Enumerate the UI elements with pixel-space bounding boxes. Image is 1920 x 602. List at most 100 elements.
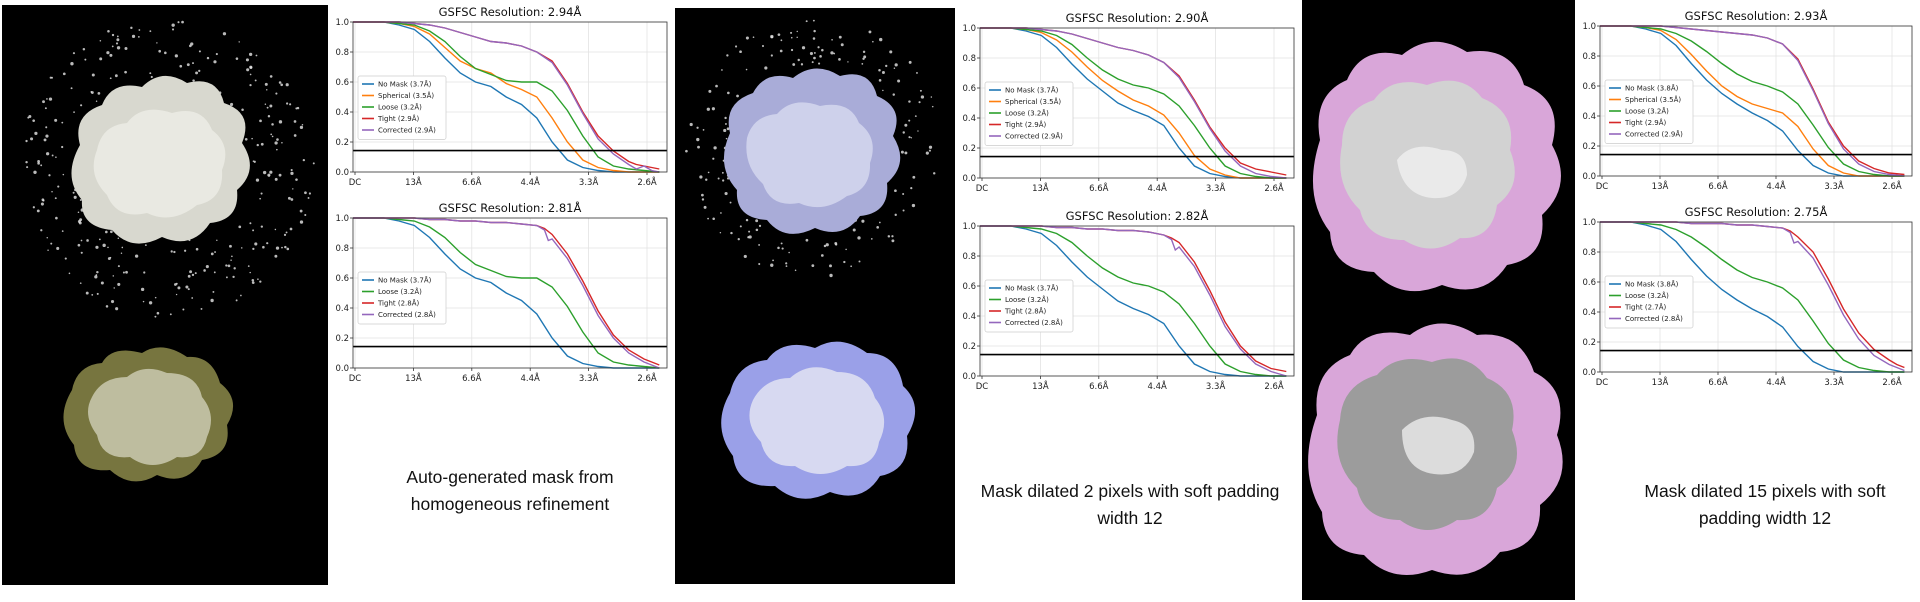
noise-dot [192, 79, 195, 82]
noise-dot [149, 30, 152, 33]
noise-dot [40, 164, 43, 167]
x-tick-label: 3.3Å [1824, 376, 1844, 388]
noise-dot [195, 71, 199, 75]
x-tick-label: 3.3Å [1206, 182, 1226, 194]
noise-dot [755, 219, 759, 223]
noise-dot [212, 290, 215, 293]
noise-dot [299, 209, 303, 213]
y-tick-label: 0.0 [1582, 368, 1596, 378]
noise-dot [171, 28, 175, 31]
x-tick-label: DC [1596, 378, 1609, 388]
noise-dot [72, 191, 75, 194]
noise-dot [251, 279, 255, 282]
noise-dot [171, 23, 175, 27]
noise-dot [777, 33, 781, 37]
legend-label: Spherical (3.5Å) [1625, 95, 1681, 104]
noise-dot [143, 271, 146, 274]
noise-dot [137, 35, 140, 38]
x-tick-label: 4.4Å [521, 176, 541, 188]
noise-dot [227, 264, 231, 268]
y-tick-label: 0.6 [962, 84, 976, 94]
noise-dot [706, 107, 710, 111]
noise-dot [79, 282, 82, 284]
legend-box [357, 271, 447, 325]
x-tick-label: DC [349, 178, 362, 188]
noise-dot [752, 36, 755, 39]
noise-dot [238, 225, 242, 229]
noise-dot [249, 222, 252, 225]
noise-dot [249, 83, 252, 87]
x-tick-label: DC [1596, 182, 1609, 192]
noise-dot [780, 242, 783, 245]
noise-dot [109, 77, 112, 80]
caption-line: width 12 [1097, 508, 1163, 528]
volume-panel-1 [2, 5, 328, 585]
y-tick-label: 0.0 [335, 364, 349, 374]
noise-dot [723, 128, 727, 133]
chart-title: GSFSC Resolution: 2.93Å [1685, 8, 1828, 23]
noise-dot [879, 37, 883, 42]
x-tick-label: 3.3Å [579, 372, 599, 384]
noise-dot [685, 149, 688, 153]
noise-dot [777, 246, 780, 250]
noise-dot [796, 36, 798, 39]
noise-dot [770, 54, 773, 57]
noise-dot [214, 251, 216, 253]
noise-dot [54, 118, 58, 122]
noise-dot [260, 192, 263, 195]
noise-dot [125, 270, 128, 274]
density-bottom-1 [63, 347, 234, 482]
noise-dot [185, 285, 189, 289]
noise-dot [290, 168, 293, 172]
noise-dot [840, 43, 844, 47]
noise-dot [910, 137, 913, 139]
series-line [980, 27, 1287, 179]
noise-dot [206, 56, 210, 60]
noise-dot [85, 291, 89, 295]
x-tick-label: 6.6Å [1089, 380, 1109, 392]
noise-dot [262, 170, 267, 175]
noise-dot [933, 172, 936, 175]
noise-dot [62, 72, 66, 76]
noise-dot [274, 177, 278, 181]
noise-dot [719, 232, 722, 234]
noise-dot [887, 235, 891, 238]
noise-dot [862, 50, 866, 54]
noise-dot [95, 100, 98, 102]
chart-title: GSFSC Resolution: 2.94Å [439, 4, 582, 19]
noise-dot [780, 39, 783, 42]
noise-dot [278, 81, 282, 84]
noise-dot [50, 242, 53, 245]
noise-dot [910, 187, 913, 190]
noise-dot [37, 159, 40, 163]
noise-dot [195, 247, 199, 251]
noise-dot [84, 58, 87, 61]
noise-dot [739, 50, 742, 54]
x-tick-label: 6.6Å [462, 176, 482, 188]
noise-dot [289, 103, 292, 106]
noise-dot [213, 271, 216, 274]
noise-dot [260, 225, 263, 228]
noise-dot [914, 115, 917, 118]
y-tick-label: 0.4 [1582, 308, 1596, 318]
caption-line: Auto-generated mask from [406, 467, 614, 487]
series-line [353, 21, 660, 173]
volume-render-2 [685, 19, 936, 499]
caption-dilated-15: Mask dilated 15 pixels with soft padding… [1620, 478, 1910, 532]
volume-render-1 [25, 20, 315, 482]
noise-dot [54, 197, 57, 200]
noise-dot [148, 301, 153, 305]
x-tick-label: 6.6Å [462, 372, 482, 384]
noise-dot [116, 46, 121, 50]
noise-dot [900, 150, 904, 154]
noise-dot [275, 246, 280, 250]
x-tick-label: 13Å [405, 372, 422, 384]
noise-dot [43, 138, 47, 142]
noise-dot [64, 257, 67, 260]
noise-dot [285, 102, 289, 105]
noise-dot [712, 217, 715, 221]
y-tick-label: 0.4 [335, 304, 349, 314]
x-tick-label: DC [976, 184, 989, 194]
noise-dot [26, 166, 29, 169]
noise-dot [790, 48, 794, 52]
